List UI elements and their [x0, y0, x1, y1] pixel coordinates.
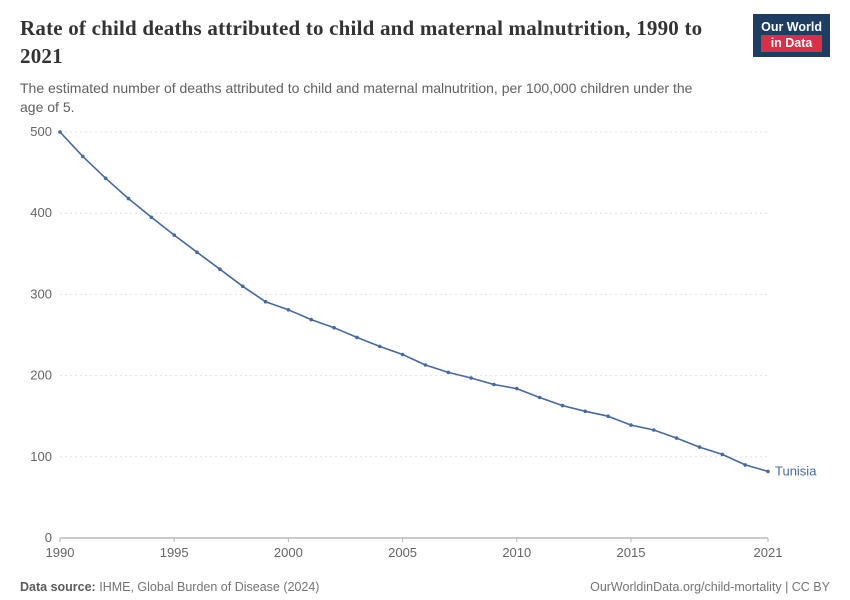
title-block: Rate of child deaths attributed to child…	[20, 12, 710, 122]
svg-text:Tunisia: Tunisia	[775, 464, 817, 479]
logo-line-2: in Data	[761, 35, 822, 52]
svg-text:2005: 2005	[388, 545, 417, 560]
svg-text:2010: 2010	[502, 545, 531, 560]
svg-text:2015: 2015	[617, 545, 646, 560]
svg-text:2000: 2000	[274, 545, 303, 560]
svg-text:500: 500	[30, 124, 52, 139]
svg-text:0: 0	[45, 530, 52, 545]
chart-footer: Data source: IHME, Global Burden of Dise…	[20, 574, 830, 594]
page-title: Rate of child deaths attributed to child…	[20, 16, 703, 69]
svg-text:2021: 2021	[754, 545, 783, 560]
chart-subtitle: The estimated number of deaths attribute…	[20, 79, 693, 115]
data-source-label: Data source:	[20, 580, 96, 595]
logo-line-1: Our World	[761, 20, 822, 34]
attribution: OurWorldinData.org/child-mortality | CC …	[590, 580, 830, 595]
line-chart: 0 100 200 300 400 500 1990 1995 2000 2005 2010 2015…	[30, 124, 817, 560]
data-source-text: IHME, Global Burden of Disease (2024)	[99, 580, 320, 595]
svg-text:1990: 1990	[46, 545, 75, 560]
chart-area: 0 100 200 300 400 500 1990 1995 2000 2005 2010 2015…	[20, 122, 830, 574]
data-source: Data source: IHME, Global Burden of Dise…	[20, 580, 319, 594]
owid-logo: Our World in Data	[753, 14, 830, 57]
svg-text:300: 300	[30, 287, 52, 302]
svg-text:400: 400	[30, 206, 52, 221]
svg-text:100: 100	[30, 449, 52, 464]
svg-text:1995: 1995	[160, 545, 189, 560]
svg-text:200: 200	[30, 368, 52, 383]
chart-header: Rate of child deaths attributed to child…	[20, 12, 830, 122]
